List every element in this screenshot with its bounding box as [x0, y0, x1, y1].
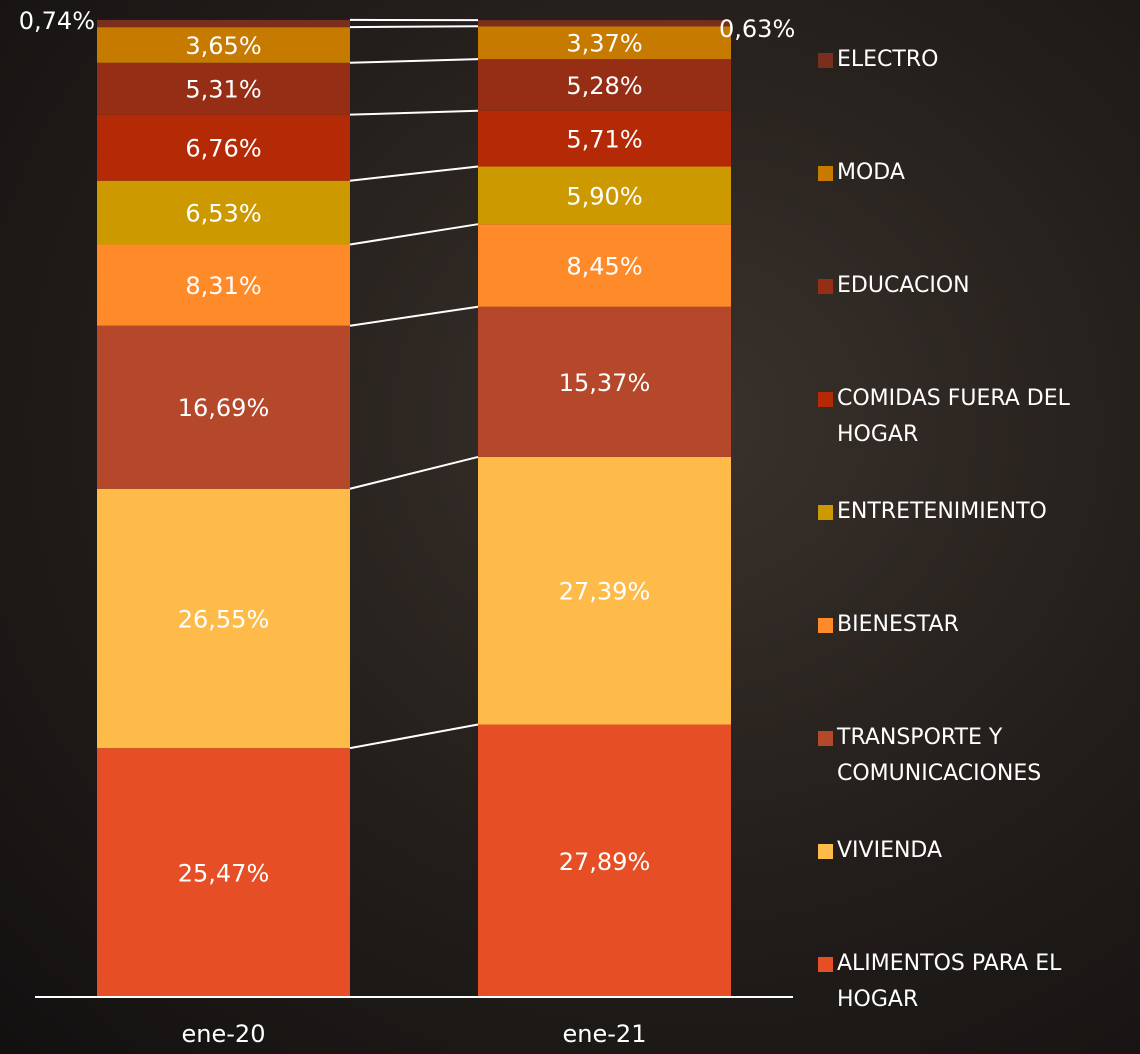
connector-line	[350, 224, 478, 244]
data-label: 26,55%	[178, 605, 270, 633]
legend-label: ALIMENTOS PARA EL HOGAR	[837, 946, 1138, 1018]
legend-item: ELECTRO	[818, 42, 1138, 78]
connector-line	[350, 167, 478, 181]
connector-line	[350, 59, 478, 63]
x-tick-label: ene-20	[182, 1020, 266, 1048]
legend: ELECTRO MODA EDUCACION COMIDAS FUERA DEL HO…	[818, 0, 1140, 1054]
legend-swatch	[818, 505, 833, 520]
data-label: 6,76%	[185, 135, 261, 163]
legend-item: BIENESTAR	[818, 607, 1138, 643]
x-tick-label: ene-21	[563, 1020, 647, 1048]
legend-item: ALIMENTOS PARA EL HOGAR	[818, 946, 1138, 1018]
legend-swatch	[818, 957, 833, 972]
data-label: 5,90%	[566, 182, 642, 210]
legend-swatch	[818, 166, 833, 181]
legend-swatch	[818, 731, 833, 746]
legend-label: ELECTRO	[837, 42, 938, 78]
data-label: 8,31%	[185, 272, 261, 300]
data-label: 3,65%	[185, 32, 261, 60]
legend-item: EDUCACION	[818, 268, 1138, 304]
legend-item: VIVIENDA	[818, 833, 1138, 869]
data-label: 6,53%	[185, 200, 261, 228]
bar-segment	[97, 20, 350, 27]
data-label: 27,39%	[559, 578, 651, 606]
legend-item: ENTRETENIMIENTO	[818, 494, 1138, 530]
data-label: 15,37%	[559, 369, 651, 397]
connector-line	[350, 26, 478, 27]
connector-line	[350, 307, 478, 326]
legend-swatch	[818, 844, 833, 859]
data-label: 5,71%	[566, 126, 642, 154]
bar-segment	[478, 20, 731, 26]
legend-swatch	[818, 392, 833, 407]
data-label: 0,74%	[19, 7, 95, 35]
legend-item: MODA	[818, 155, 1138, 191]
legend-label: TRANSPORTE Y COMUNICACIONES	[837, 720, 1138, 792]
data-label: 8,45%	[566, 252, 642, 280]
legend-swatch	[818, 53, 833, 68]
legend-label: COMIDAS FUERA DEL HOGAR	[837, 381, 1138, 453]
legend-label: EDUCACION	[837, 268, 970, 304]
data-label: 27,89%	[559, 848, 651, 876]
data-label: 5,31%	[185, 76, 261, 104]
connector-line	[350, 111, 478, 115]
legend-label: BIENESTAR	[837, 607, 959, 643]
data-label: 25,47%	[178, 860, 270, 888]
legend-swatch	[818, 279, 833, 294]
legend-item: COMIDAS FUERA DEL HOGAR	[818, 381, 1138, 453]
legend-label: VIVIENDA	[837, 833, 942, 869]
legend-swatch	[818, 618, 833, 633]
page: {"chart_data": {"type": "stacked-bar", "…	[0, 0, 1140, 1054]
data-label: 16,69%	[178, 394, 270, 422]
legend-item: TRANSPORTE Y COMUNICACIONES	[818, 720, 1138, 792]
legend-label: ENTRETENIMIENTO	[837, 494, 1047, 530]
data-label: 5,28%	[566, 72, 642, 100]
connector-line	[350, 457, 478, 489]
connector-line	[350, 725, 478, 749]
data-label: 0,63%	[719, 15, 795, 43]
legend-label: MODA	[837, 155, 905, 191]
data-label: 3,37%	[566, 30, 642, 58]
